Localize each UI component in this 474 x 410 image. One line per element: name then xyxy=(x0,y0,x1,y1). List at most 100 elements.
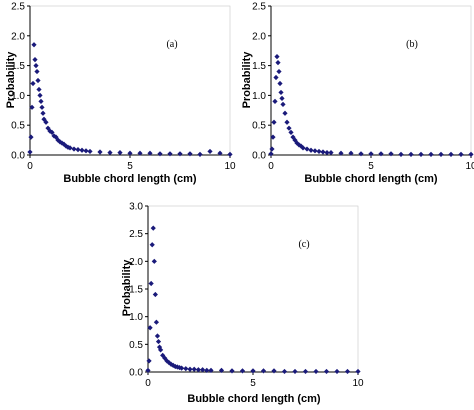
data-point xyxy=(458,151,464,158)
data-point xyxy=(36,86,42,93)
data-point xyxy=(324,150,330,156)
data-point xyxy=(334,368,340,375)
data-point xyxy=(187,151,193,157)
data-point xyxy=(157,151,163,157)
data-point xyxy=(31,42,37,48)
data-point xyxy=(271,368,277,374)
data-point xyxy=(344,368,351,375)
data-point xyxy=(160,352,166,358)
data-point xyxy=(358,151,364,157)
data-point xyxy=(272,98,278,104)
y-tick-label: 1.0 xyxy=(129,312,143,323)
y-tick-label: 1.5 xyxy=(11,61,25,72)
panel-label: (b) xyxy=(406,39,418,50)
data-point xyxy=(320,149,326,155)
data-point xyxy=(276,68,282,75)
data-point xyxy=(204,367,210,373)
x-axis-label: Bubble chord length (cm) xyxy=(187,393,321,405)
data-point xyxy=(286,125,292,131)
y-tick-label: 2.0 xyxy=(129,257,143,268)
data-point xyxy=(187,366,193,372)
data-point xyxy=(174,364,180,370)
data-point xyxy=(428,151,434,158)
y-tick-label: 1.0 xyxy=(252,91,266,102)
x-tick-label: 5 xyxy=(250,378,256,389)
data-point xyxy=(148,280,154,287)
data-point xyxy=(378,151,384,157)
data-point xyxy=(154,333,161,339)
data-point xyxy=(348,150,354,156)
data-point xyxy=(79,147,85,153)
y-tick-label: 2.0 xyxy=(252,31,266,42)
data-point xyxy=(43,119,49,125)
data-point xyxy=(312,148,318,154)
data-point xyxy=(239,368,246,374)
chart-panel-3: 0.0 0.5 1.0 1.5 2.0 2.5 3.0 0 5 10 (c) Probability B… xyxy=(121,202,364,406)
data-point xyxy=(292,368,298,375)
x-tick-label: 5 xyxy=(127,161,133,172)
data-point xyxy=(323,368,330,375)
data-point xyxy=(328,150,334,156)
data-point xyxy=(63,143,69,149)
y-axis-label: Probability xyxy=(5,51,17,109)
data-point xyxy=(117,150,123,156)
y-tick-label: 2.5 xyxy=(11,2,25,13)
data-point xyxy=(279,95,285,101)
x-tick-label: 10 xyxy=(465,161,474,172)
data-point xyxy=(152,291,158,298)
data-point xyxy=(176,364,183,371)
data-point xyxy=(217,150,223,156)
y-tick-label: 2.5 xyxy=(129,229,143,240)
data-point xyxy=(97,149,103,155)
data-point xyxy=(273,74,279,81)
x-tick-label: 0 xyxy=(268,161,274,172)
data-point xyxy=(284,119,290,125)
chart-panel-1: 0.0 0.5 1.0 1.5 2.0 2.5 0 5 10 (a) Probability Bubb… xyxy=(5,2,236,186)
y-tick-label: 0.0 xyxy=(252,151,266,162)
x-axis-label: Bubble chord length (cm) xyxy=(304,173,438,185)
y-tick-label: 2.5 xyxy=(252,2,266,13)
data-point xyxy=(183,366,189,372)
data-point xyxy=(35,77,41,84)
data-point xyxy=(278,89,284,96)
data-point xyxy=(271,119,277,125)
plot-area xyxy=(29,5,231,156)
data-point xyxy=(300,145,306,151)
data-point xyxy=(127,150,133,156)
data-point xyxy=(153,319,159,325)
data-point xyxy=(338,150,344,156)
data-point xyxy=(268,151,274,157)
data-point xyxy=(208,367,214,373)
data-point xyxy=(150,225,156,231)
y-tick-label: 1.5 xyxy=(129,285,143,296)
data-point xyxy=(288,129,294,135)
data-point xyxy=(37,92,43,98)
data-point xyxy=(38,98,44,104)
data-point xyxy=(304,146,310,152)
y-axis-label: Probability xyxy=(121,259,133,317)
data-point xyxy=(155,338,162,345)
y-tick-label: 1.0 xyxy=(11,91,25,102)
data-point xyxy=(316,148,322,155)
data-point xyxy=(164,358,170,364)
data-point xyxy=(355,368,361,375)
data-point xyxy=(197,151,203,158)
data-point xyxy=(269,146,275,152)
y-tick-label: 0.5 xyxy=(11,121,25,132)
x-axis-label: Bubble chord length (cm) xyxy=(63,173,197,185)
data-point xyxy=(166,359,172,366)
data-point xyxy=(368,151,374,157)
data-point xyxy=(156,344,163,350)
data-point xyxy=(28,134,34,140)
data-point xyxy=(191,366,197,372)
data-point xyxy=(418,151,424,158)
data-point xyxy=(218,367,225,373)
data-point xyxy=(83,148,89,154)
plot-area xyxy=(270,5,472,156)
data-point xyxy=(107,150,113,156)
data-point xyxy=(147,325,153,331)
panel-label: (a) xyxy=(166,39,177,50)
data-point xyxy=(275,60,281,66)
data-point xyxy=(71,146,77,152)
